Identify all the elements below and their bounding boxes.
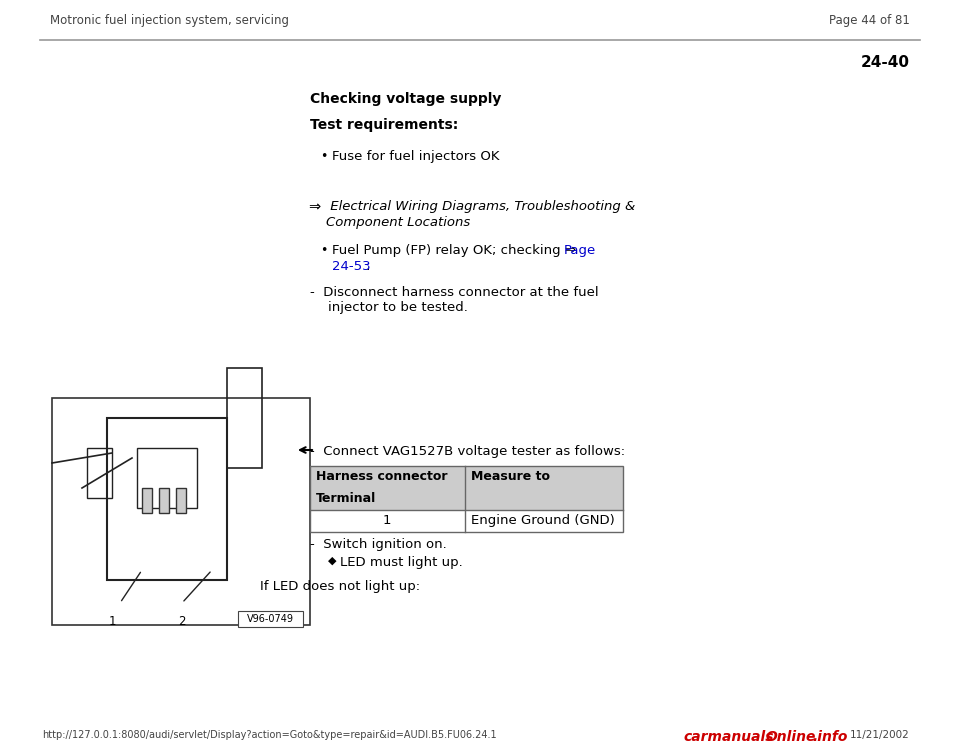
Text: •: •	[320, 244, 327, 257]
Text: -  Connect VAG1527B voltage tester as follows:: - Connect VAG1527B voltage tester as fol…	[310, 445, 625, 458]
Text: Fuse for fuel injectors OK: Fuse for fuel injectors OK	[332, 150, 499, 163]
Text: •: •	[320, 150, 327, 163]
Text: Harness connector: Harness connector	[316, 470, 447, 483]
Text: Terminal: Terminal	[316, 492, 376, 505]
Text: Page 44 of 81: Page 44 of 81	[829, 14, 910, 27]
Text: Measure to: Measure to	[471, 470, 550, 483]
Text: Fuel Pump (FP) relay OK; checking ⇒: Fuel Pump (FP) relay OK; checking ⇒	[332, 244, 580, 257]
Bar	[142, 488, 152, 513]
Text: If LED does not light up:: If LED does not light up:	[260, 580, 420, 593]
Text: -  Disconnect harness connector at the fuel: - Disconnect harness connector at the fu…	[310, 286, 599, 299]
Text: http://127.0.0.1:8080/audi/servlet/Display?action=Goto&type=repair&id=AUDI.B5.FU: http://127.0.0.1:8080/audi/servlet/Displ…	[42, 730, 496, 740]
Bar	[52, 398, 310, 625]
Text: .: .	[362, 260, 371, 273]
Text: LED must light up.: LED must light up.	[340, 556, 463, 569]
Text: injector to be tested.: injector to be tested.	[328, 301, 468, 314]
Text: Online: Online	[765, 730, 815, 742]
Text: Engine Ground (GND): Engine Ground (GND)	[471, 514, 614, 527]
Text: -  Switch ignition on.: - Switch ignition on.	[310, 538, 446, 551]
Bar	[310, 466, 623, 510]
Bar	[310, 510, 623, 532]
Text: Test requirements:: Test requirements:	[310, 118, 458, 132]
Text: 1: 1	[383, 514, 392, 527]
Text: 11/21/2002: 11/21/2002	[851, 730, 910, 740]
Bar	[87, 448, 112, 498]
Text: Component Locations: Component Locations	[326, 216, 470, 229]
Bar	[159, 488, 169, 513]
Text: carmanuals: carmanuals	[683, 730, 774, 742]
Bar	[310, 466, 623, 532]
Bar	[107, 418, 227, 580]
Text: Electrical Wiring Diagrams, Troubleshooting &: Electrical Wiring Diagrams, Troubleshoot…	[326, 200, 636, 213]
Text: .info: .info	[812, 730, 848, 742]
Text: Motronic fuel injection system, servicing: Motronic fuel injection system, servicin…	[50, 14, 289, 27]
Text: 24-53: 24-53	[332, 260, 371, 273]
Text: Checking voltage supply: Checking voltage supply	[310, 92, 501, 106]
Text: Page: Page	[564, 244, 596, 257]
Text: V96-0749: V96-0749	[247, 614, 294, 624]
Bar	[176, 488, 186, 513]
Bar	[137, 448, 197, 508]
Bar	[227, 368, 262, 468]
Text: ◆: ◆	[328, 556, 337, 566]
Text: ⇒: ⇒	[308, 200, 321, 215]
Text: 24-40: 24-40	[861, 55, 910, 70]
Text: 2: 2	[179, 615, 185, 628]
FancyBboxPatch shape	[238, 611, 303, 627]
Text: 1: 1	[108, 615, 116, 628]
